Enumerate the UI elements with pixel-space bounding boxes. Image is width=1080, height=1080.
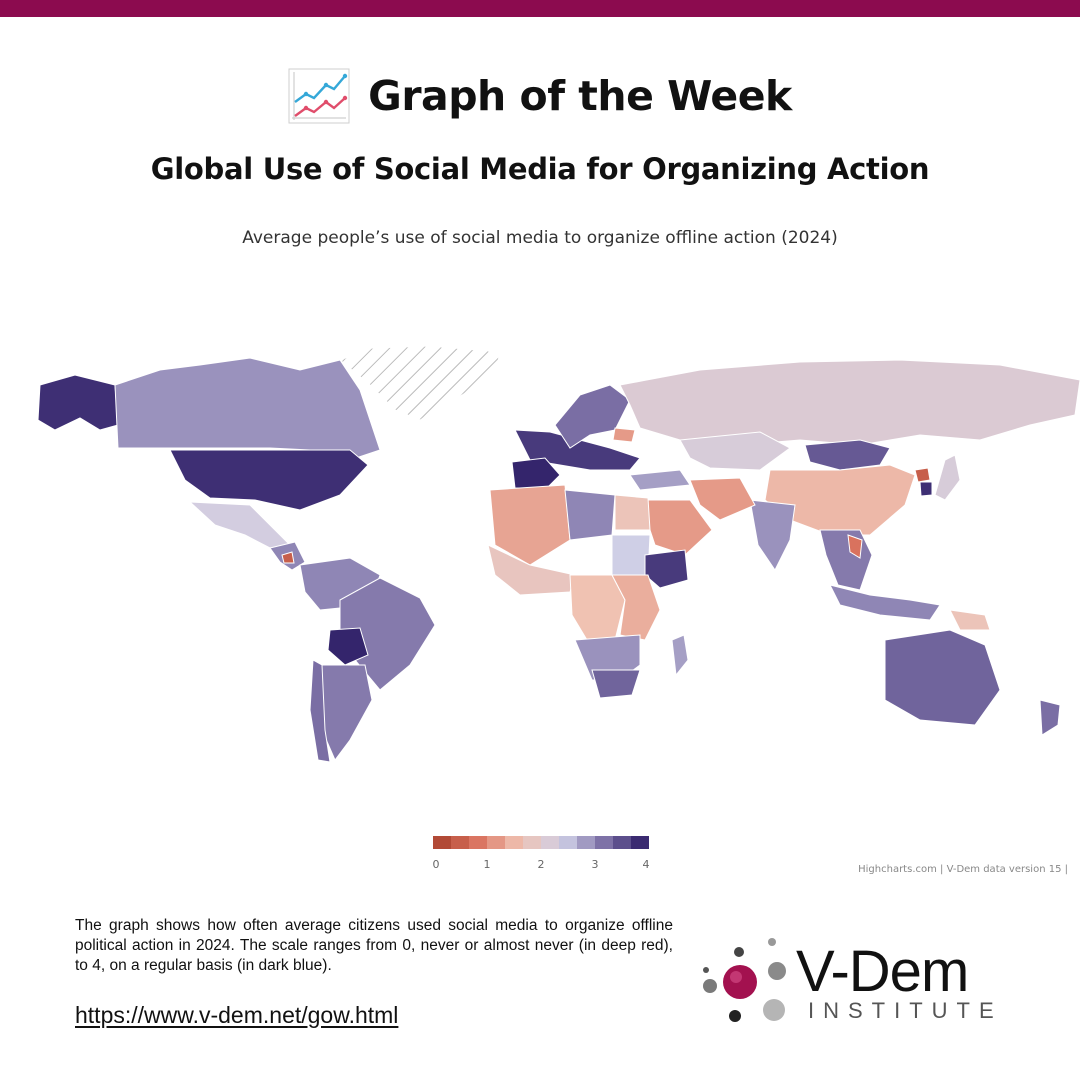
world-choropleth-map — [37, 345, 1080, 763]
page-subtitle: Global Use of Social Media for Organizin… — [150, 152, 930, 186]
map-region-vietnam[interactable] — [847, 534, 863, 559]
map-region-belarus[interactable] — [612, 427, 636, 443]
legend-color-segment — [523, 836, 541, 849]
legend-color-segment — [469, 836, 487, 849]
map-region-indonesia[interactable] — [829, 584, 941, 621]
map-region-north-africa[interactable] — [489, 484, 571, 566]
legend-color-segment — [451, 836, 469, 849]
map-region-united-states[interactable] — [169, 449, 369, 511]
map-region-turkey[interactable] — [629, 469, 691, 491]
map-region-mongolia[interactable] — [804, 439, 891, 471]
map-region-new-zealand[interactable] — [1039, 699, 1061, 736]
map-region-russia[interactable] — [619, 359, 1080, 446]
legend-color-segment — [577, 836, 595, 849]
legend-color-segment — [505, 836, 523, 849]
legend-color-segment — [433, 836, 451, 849]
map-caption: Average people’s use of social media to … — [242, 228, 838, 248]
map-region-kazakhstan[interactable] — [679, 431, 791, 471]
map-region-saudi-arabia[interactable] — [639, 499, 713, 556]
legend-tick-4: 4 — [642, 858, 650, 871]
map-region-australia[interactable] — [884, 629, 1001, 726]
map-region-bolivia[interactable] — [327, 627, 369, 666]
map-region-sudan[interactable] — [611, 534, 651, 576]
map-region-central-africa[interactable] — [569, 574, 626, 646]
legend-tick-3: 3 — [591, 858, 599, 871]
legend-color-bar — [433, 836, 649, 849]
chart-credits[interactable]: Highcharts.com | V-Dem data version 15 | — [858, 864, 1068, 875]
legend-color-segment — [613, 836, 631, 849]
map-region-scandinavia[interactable] — [554, 384, 631, 449]
map-region-south-korea[interactable] — [919, 481, 933, 497]
legend-tick-1: 1 — [483, 858, 491, 871]
legend-tick-2: 2 — [537, 858, 545, 871]
legend-color-segment — [631, 836, 649, 849]
map-region-west-africa[interactable] — [487, 544, 576, 596]
map-region-chile[interactable] — [309, 659, 331, 763]
map-region-southeast-asia[interactable] — [819, 529, 873, 591]
description-text: The graph shows how often average citize… — [75, 917, 673, 974]
logo-subtitle: INSTITUTE — [808, 998, 1003, 1023]
map-region-alaska-usa[interactable] — [37, 374, 119, 431]
legend-tick-0: 0 — [432, 858, 440, 871]
map-region-france[interactable] — [511, 457, 561, 491]
logo-wordmark: V-Dem — [796, 939, 969, 1004]
page-title: Graph of the Week — [368, 72, 792, 120]
map-region-canada[interactable] — [114, 357, 381, 461]
chart-increasing-icon — [288, 68, 350, 124]
legend-color-segment — [487, 836, 505, 849]
map-region-mexico[interactable] — [188, 501, 292, 549]
color-legend: 0 1 2 3 4 — [430, 834, 652, 874]
legend-color-segment — [595, 836, 613, 849]
header: Graph of the Week — [0, 68, 1080, 129]
map-region-south-africa[interactable] — [591, 669, 641, 699]
map-region-egypt[interactable] — [614, 494, 651, 531]
map-region-madagascar[interactable] — [671, 634, 689, 677]
map-region-ethiopia[interactable] — [644, 549, 689, 589]
top-accent-bar — [0, 0, 1080, 17]
map-region-north-korea[interactable] — [914, 467, 931, 483]
map-region-india[interactable] — [749, 499, 796, 571]
map-region-greenland[interactable] — [339, 345, 501, 421]
legend-color-segment — [559, 836, 577, 849]
vdem-logo: V-Dem INSTITUTE — [696, 932, 1016, 1032]
map-region-libya[interactable] — [564, 489, 616, 541]
map-region-east-africa[interactable] — [611, 574, 661, 641]
map-region-nicaragua[interactable] — [281, 551, 295, 564]
map-region-iran[interactable] — [689, 477, 756, 521]
gow-link[interactable]: https://www.v-dem.net/gow.html — [75, 1002, 399, 1028]
map-region-japan[interactable] — [934, 454, 961, 501]
molecule-logo-icon — [703, 938, 786, 1022]
legend-color-segment — [541, 836, 559, 849]
map-region-papua-new-guinea[interactable] — [949, 609, 991, 631]
